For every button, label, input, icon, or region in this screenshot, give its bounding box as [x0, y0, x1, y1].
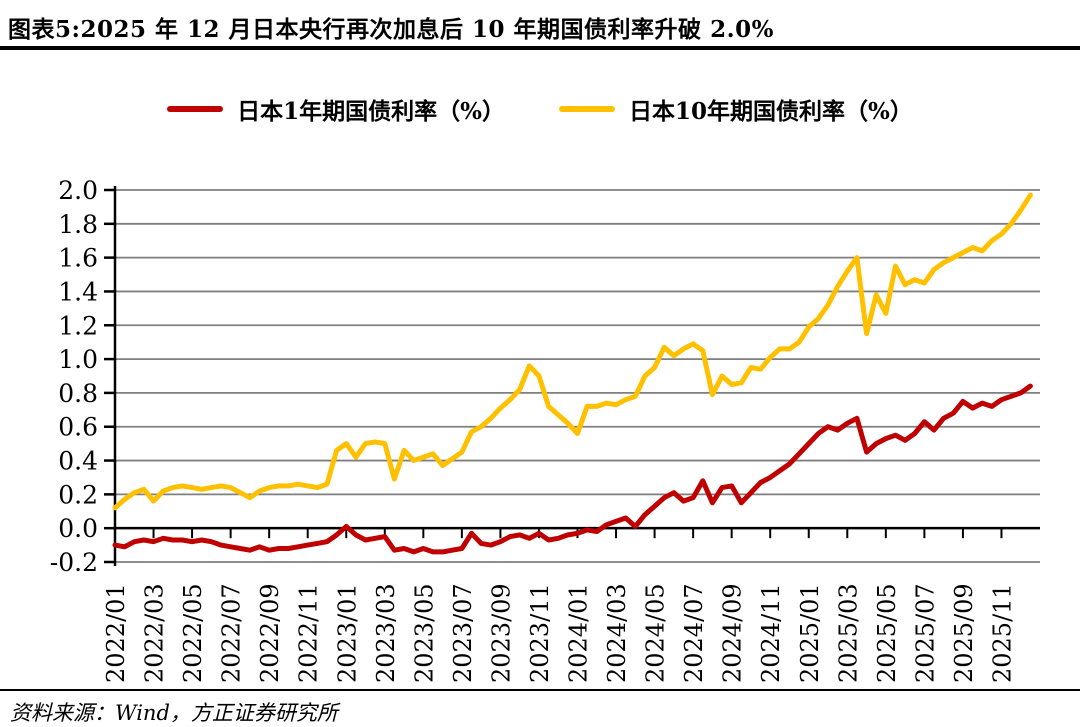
y-tick-label: 1.8 [58, 210, 98, 239]
series-line-1y [112, 383, 1033, 555]
x-tick-label: 2023/01 [333, 583, 361, 683]
x-tick-label: 2022/11 [295, 583, 323, 683]
y-tick-label: -0.2 [50, 548, 98, 577]
x-tick-label: 2025/07 [911, 583, 939, 683]
x-tick-label: 2022/05 [179, 583, 207, 683]
x-tick-label: 2023/11 [526, 583, 554, 683]
x-tick-label: 2024/05 [642, 583, 670, 683]
figure-title: 图表5:2025 年 12 月日本央行再次加息后 10 年期国债利率升破 2.0… [8, 16, 774, 43]
legend-label-10y: 日本10年期国债利率（%） [628, 98, 913, 125]
x-tick-label: 2023/03 [372, 583, 400, 683]
x-tick-label: 2024/11 [757, 583, 785, 683]
x-tick-label: 2025/11 [988, 583, 1016, 683]
x-tick-label: 2025/05 [873, 583, 901, 683]
y-tick-label: 0.2 [58, 480, 98, 509]
x-tick-label: 2022/01 [102, 583, 130, 683]
y-tick-label: 1.4 [58, 277, 98, 306]
x-tick-label: 2023/07 [449, 583, 477, 683]
y-tick-label: 0.8 [58, 379, 98, 408]
y-tick-label: 1.0 [58, 345, 98, 374]
x-tick-label: 2023/09 [487, 583, 515, 683]
x-tick-label: 2022/07 [218, 583, 246, 683]
x-tick-label: 2024/03 [603, 583, 631, 683]
y-tick-label: 1.6 [58, 244, 98, 273]
source-note: 资料来源：Wind，方正证券研究所 [10, 701, 338, 725]
legend-item-10y: 日本10年期国债利率（%） [558, 92, 913, 126]
x-tick-label: 2024/07 [680, 583, 708, 683]
x-tick-label: 2024/09 [719, 583, 747, 683]
title-divider [0, 46, 1080, 50]
x-tick-label: 2023/05 [410, 583, 438, 683]
x-tick-label: 2025/03 [834, 583, 862, 683]
x-tick-label: 2024/01 [565, 583, 593, 683]
line-chart: 2.01.81.61.41.21.00.80.60.40.20.0-0.2202… [50, 176, 1040, 683]
legend-label-1y: 日本1年期国债利率（%） [237, 98, 505, 125]
x-tick-label: 2025/01 [796, 583, 824, 683]
chart-legend: 日本1年期国债利率（%） 日本10年期国债利率（%） [0, 92, 1080, 126]
y-tick-label: 0.4 [58, 447, 98, 476]
series-line-10y [112, 192, 1033, 511]
y-tick-label: 1.2 [58, 311, 98, 340]
x-tick-label: 2022/09 [256, 583, 284, 683]
footer-divider [0, 689, 1080, 691]
y-tick-label: 2.0 [58, 176, 98, 205]
x-tick-label: 2022/03 [141, 583, 169, 683]
legend-swatch-1y-icon [167, 106, 224, 112]
legend-swatch-10y-icon [558, 106, 615, 112]
y-tick-label: 0.6 [58, 413, 98, 442]
x-tick-label: 2025/09 [950, 583, 978, 683]
y-tick-label: 0.0 [58, 514, 98, 543]
legend-item-1y: 日本1年期国债利率（%） [167, 92, 505, 126]
